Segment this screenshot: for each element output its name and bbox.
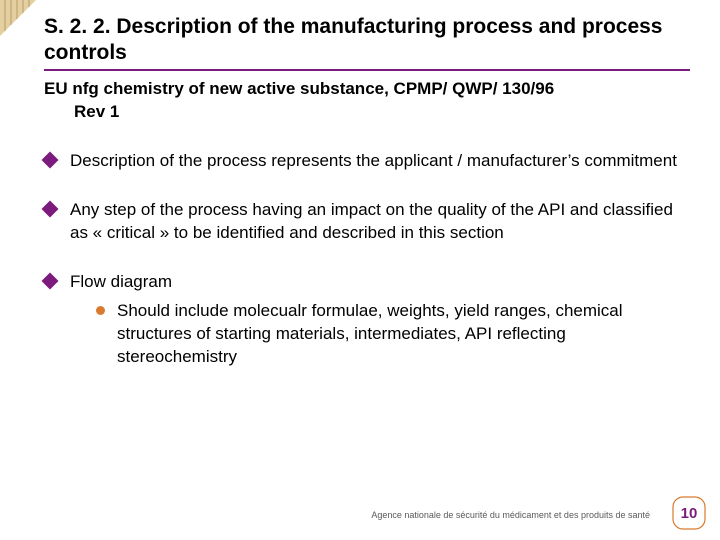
corner-decoration [0, 0, 36, 36]
slide: S. 2. 2. Description of the manufacturin… [0, 0, 720, 540]
title-underline [44, 69, 690, 71]
diamond-bullet-icon [42, 152, 59, 169]
slide-subheading: EU nfg chemistry of new active substance… [44, 78, 690, 124]
subheading-line1: EU nfg chemistry of new active substance… [44, 79, 554, 98]
slide-body: Description of the process represents th… [44, 150, 690, 369]
sub-bullet-item: Should include molecualr formulae, weigh… [96, 300, 690, 369]
bullet-item: Any step of the process having an impact… [44, 199, 690, 245]
sub-bullet-text: Should include molecualr formulae, weigh… [117, 300, 690, 369]
circle-bullet-icon [96, 306, 105, 315]
slide-heading: S. 2. 2. Description of the manufacturin… [44, 14, 690, 71]
bullet-text: Flow diagram Should include molecualr fo… [70, 271, 690, 369]
bullet-text: Description of the process represents th… [70, 150, 677, 173]
page-number-badge: 10 [672, 496, 706, 530]
slide-title: S. 2. 2. Description of the manufacturin… [44, 14, 690, 67]
bullet-text: Any step of the process having an impact… [70, 199, 690, 245]
footer-agency: Agence nationale de sécurité du médicame… [371, 510, 650, 520]
diamond-bullet-icon [42, 272, 59, 289]
page-number: 10 [672, 496, 706, 530]
bullet-item: Description of the process represents th… [44, 150, 690, 173]
subheading-line2: Rev 1 [44, 101, 690, 124]
diamond-bullet-icon [42, 200, 59, 217]
bullet-item: Flow diagram Should include molecualr fo… [44, 271, 690, 369]
bullet-text-inner: Flow diagram [70, 272, 172, 291]
